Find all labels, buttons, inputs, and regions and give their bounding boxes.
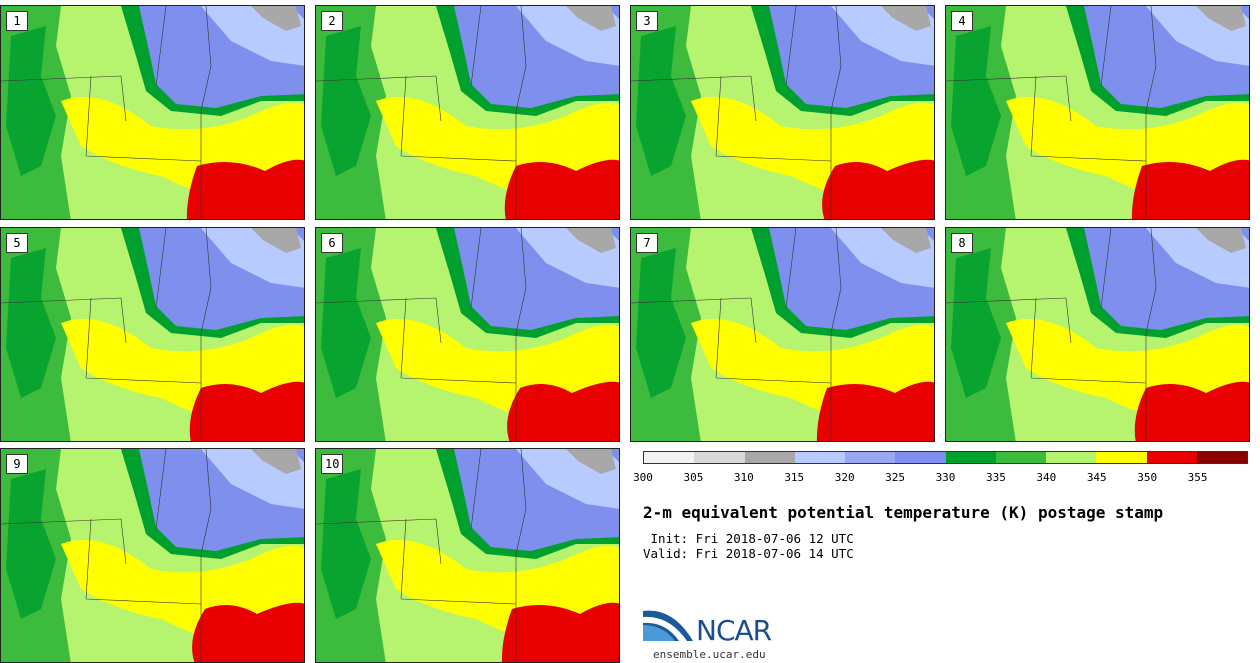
colorbar-tick-label: 355 xyxy=(1187,471,1208,484)
valid-time: Valid: Fri 2018-07-06 14 UTC xyxy=(643,546,854,561)
stamp-map xyxy=(946,228,1249,441)
init-time: Init: Fri 2018-07-06 12 UTC xyxy=(643,531,854,546)
member-label: 9 xyxy=(6,454,28,474)
member-label: 3 xyxy=(636,11,658,31)
postage-stamp-10: 10 xyxy=(315,448,620,663)
member-label: 1 xyxy=(6,11,28,31)
member-label: 7 xyxy=(636,233,658,253)
colorbar-tick-label: 325 xyxy=(885,471,906,484)
colorbar xyxy=(643,451,1248,464)
postage-stamp-7: 7 xyxy=(630,227,935,442)
postage-stamp-2: 2 xyxy=(315,5,620,220)
colorbar-tick-label: 300 xyxy=(633,471,653,484)
member-label: 10 xyxy=(321,454,344,474)
stamp-map xyxy=(631,6,934,219)
colorbar-swatch xyxy=(1096,452,1147,463)
colorbar-tick-label: 315 xyxy=(784,471,805,484)
stamp-map xyxy=(1,228,304,441)
postage-stamp-9: 9 xyxy=(0,448,305,663)
logo-text: NCAR xyxy=(696,614,772,647)
colorbar-tick-label: 310 xyxy=(733,471,754,484)
stamp-map xyxy=(316,228,619,441)
member-label: 6 xyxy=(321,233,343,253)
member-label: 8 xyxy=(951,233,973,253)
website-url: ensemble.ucar.edu xyxy=(653,648,766,661)
postage-stamp-6: 6 xyxy=(315,227,620,442)
stamp-map xyxy=(1,6,304,219)
colorbar-swatch xyxy=(694,452,745,463)
plot-title: 2-m equivalent potential temperature (K)… xyxy=(643,503,1164,522)
colorbar-tick-label: 330 xyxy=(935,471,956,484)
colorbar-tick-label: 320 xyxy=(834,471,855,484)
colorbar-tick-label: 305 xyxy=(683,471,704,484)
stamp-map xyxy=(316,6,619,219)
colorbar-tick-label: 345 xyxy=(1086,471,1107,484)
postage-stamp-3: 3 xyxy=(630,5,935,220)
colorbar-swatch xyxy=(845,452,896,463)
colorbar-tick-label: 350 xyxy=(1137,471,1158,484)
postage-stamp-1: 1 xyxy=(0,5,305,220)
colorbar-swatch xyxy=(1196,452,1247,463)
member-label: 4 xyxy=(951,11,973,31)
ncar-logo-icon xyxy=(643,610,693,641)
member-label: 2 xyxy=(321,11,343,31)
colorbar-tick-label: 340 xyxy=(1036,471,1057,484)
colorbar-swatch xyxy=(644,452,695,463)
colorbar-swatch xyxy=(744,452,795,463)
postage-stamp-5: 5 xyxy=(0,227,305,442)
member-label: 5 xyxy=(6,233,28,253)
postage-stamp-4: 4 xyxy=(945,5,1250,220)
colorbar-swatch xyxy=(794,452,845,463)
colorbar-swatch xyxy=(995,452,1046,463)
colorbar-swatch xyxy=(895,452,946,463)
colorbar-swatch xyxy=(1046,452,1097,463)
stamp-map xyxy=(631,228,934,441)
stamp-map xyxy=(1,449,304,662)
stamp-map xyxy=(946,6,1249,219)
stamp-map xyxy=(316,449,619,662)
colorbar-tick-label: 335 xyxy=(985,471,1006,484)
colorbar-swatch xyxy=(945,452,996,463)
colorbar-swatch xyxy=(1146,452,1197,463)
postage-stamp-8: 8 xyxy=(945,227,1250,442)
colorbar-tick-labels: 300 305 310 315 320 325 330 335 340 345 350 355 xyxy=(633,471,1248,485)
